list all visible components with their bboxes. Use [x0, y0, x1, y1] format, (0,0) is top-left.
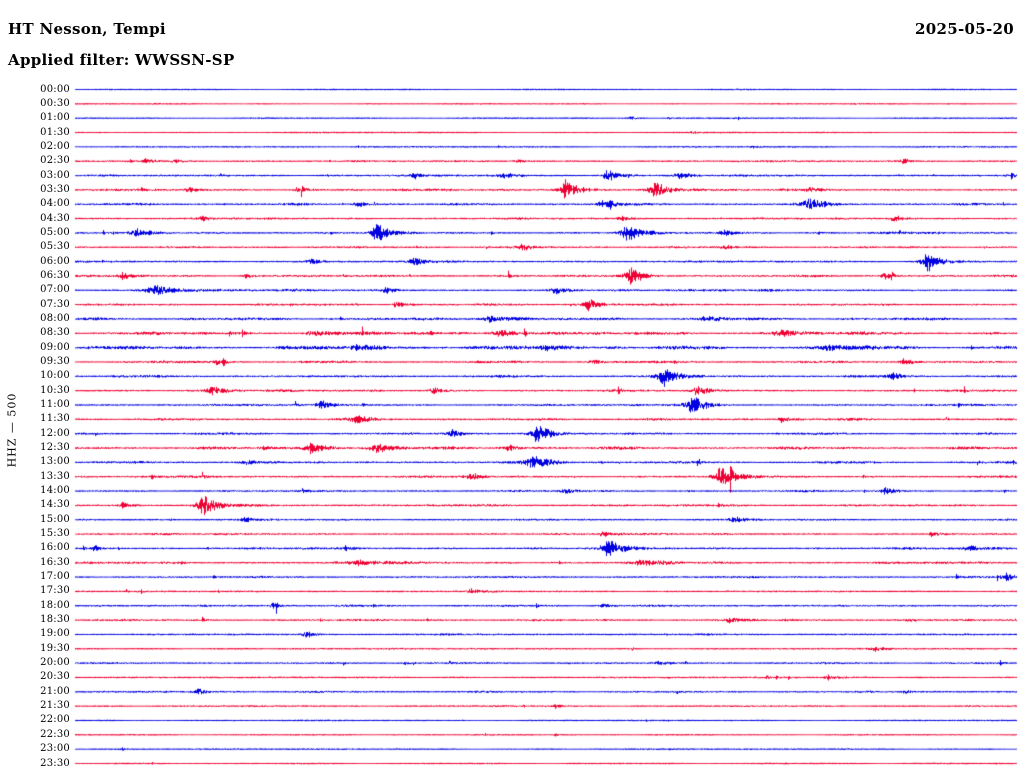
- time-label-06:00: 06:00: [40, 255, 70, 267]
- time-label-03:00: 03:00: [40, 169, 70, 181]
- time-label-10:30: 10:30: [40, 384, 70, 396]
- time-label-09:00: 09:00: [40, 341, 70, 353]
- time-label-12:00: 12:00: [40, 427, 70, 439]
- time-label-16:00: 16:00: [40, 542, 70, 554]
- time-label-22:00: 22:00: [40, 714, 70, 726]
- time-label-05:30: 05:30: [40, 241, 70, 253]
- time-label-07:00: 07:00: [40, 284, 70, 296]
- time-label-06:30: 06:30: [40, 269, 70, 281]
- time-label-04:30: 04:30: [40, 212, 70, 224]
- station-title: HT Nesson, Tempi: [8, 20, 166, 38]
- time-label-02:30: 02:30: [40, 155, 70, 167]
- time-label-17:00: 17:00: [40, 571, 70, 583]
- time-label-00:30: 00:30: [40, 97, 70, 109]
- filter-label: Applied filter: WWSSN-SP: [8, 51, 235, 69]
- time-label-21:00: 21:00: [40, 685, 70, 697]
- time-label-13:30: 13:30: [40, 470, 70, 482]
- time-label-15:30: 15:30: [40, 528, 70, 540]
- time-label-21:30: 21:30: [40, 700, 70, 712]
- time-label-09:30: 09:30: [40, 355, 70, 367]
- time-label-11:00: 11:00: [40, 398, 70, 410]
- time-label-04:00: 04:00: [40, 198, 70, 210]
- time-label-20:00: 20:00: [40, 657, 70, 669]
- time-label-12:30: 12:30: [40, 442, 70, 453]
- time-label-05:00: 05:00: [40, 226, 70, 238]
- time-label-15:00: 15:00: [40, 513, 70, 525]
- time-label-19:00: 19:00: [40, 628, 70, 640]
- time-label-03:30: 03:30: [40, 183, 70, 195]
- time-label-17:30: 17:30: [40, 585, 70, 597]
- time-label-10:00: 10:00: [40, 370, 70, 382]
- time-label-23:00: 23:00: [40, 743, 70, 755]
- time-label-08:30: 08:30: [40, 327, 70, 339]
- time-label-11:30: 11:30: [40, 413, 70, 425]
- time-label-19:30: 19:30: [40, 642, 70, 654]
- time-label-00:00: 00:00: [40, 83, 70, 95]
- time-label-18:00: 18:00: [40, 599, 70, 611]
- time-label-08:00: 08:00: [40, 312, 70, 324]
- date-label: 2025-05-20: [915, 20, 1014, 38]
- time-label-18:30: 18:30: [40, 614, 70, 626]
- time-label-02:00: 02:00: [40, 140, 70, 152]
- time-label-14:00: 14:00: [40, 485, 70, 497]
- time-label-22:30: 22:30: [40, 728, 70, 740]
- time-label-14:30: 14:30: [40, 499, 70, 511]
- time-label-23:30: 23:30: [40, 757, 70, 769]
- time-label-13:00: 13:00: [40, 456, 70, 468]
- time-label-16:30: 16:30: [40, 556, 70, 568]
- time-label-01:30: 01:30: [40, 126, 70, 138]
- time-label-20:30: 20:30: [40, 671, 70, 683]
- time-label-07:30: 07:30: [40, 298, 70, 310]
- time-label-01:00: 01:00: [40, 112, 70, 124]
- channel-gain-label: HHZ — 500: [5, 392, 19, 468]
